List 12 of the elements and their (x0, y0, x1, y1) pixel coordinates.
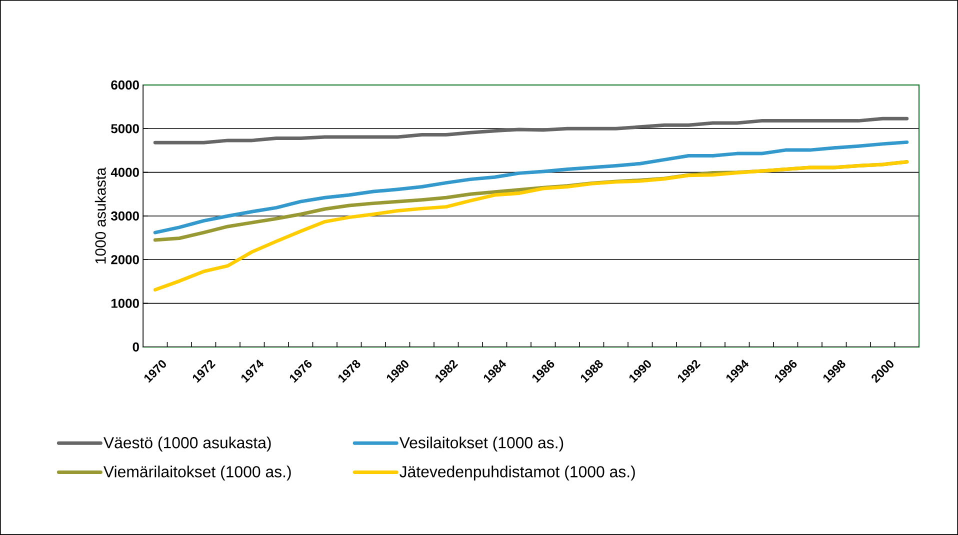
y-tick-label: 2000 (111, 255, 139, 264)
y-tick-label: 1000 (111, 298, 139, 308)
legend-label: Jätevedenpuhdistamot (1000 as.) (400, 466, 635, 481)
y-tick-label: 0 (132, 342, 139, 352)
y-axis-title: 1000 asukasta (94, 167, 106, 264)
legend-label: Viemärilaitokset (1000 as.) (104, 466, 291, 481)
y-tick-label: 5000 (111, 124, 139, 134)
y-tick-label: 3000 (110, 211, 139, 221)
y-tick-label: 4000 (110, 168, 139, 177)
legend-label: Väestö (1000 asukasta) (104, 436, 271, 452)
y-tick-label: 6000 (111, 80, 139, 90)
legend-label: Vesilaitokset (1000 as.) (399, 436, 564, 452)
